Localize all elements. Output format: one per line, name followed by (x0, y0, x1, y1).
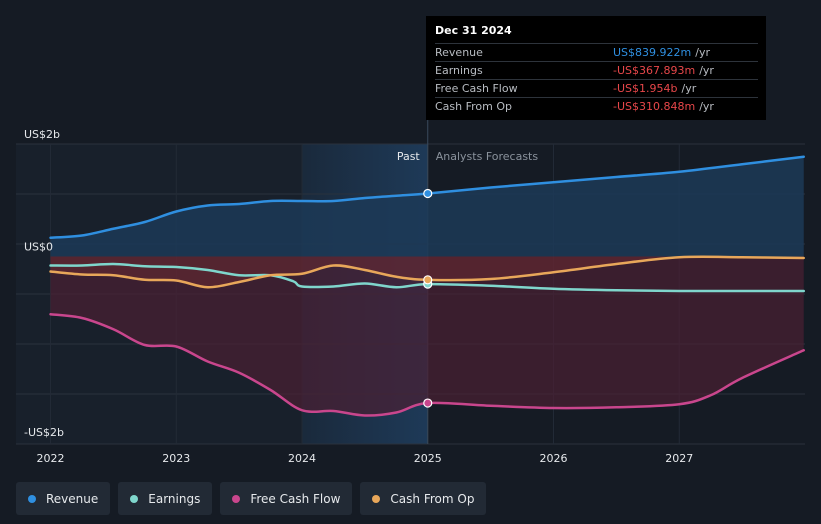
tooltip-label: Cash From Op (435, 100, 513, 113)
tooltip-value: -US$310.848m (613, 100, 696, 113)
y-tick-label: -US$2b (24, 426, 64, 439)
x-tick-label: 2023 (162, 452, 190, 465)
free-cash-flow-area (50, 256, 804, 416)
legend-dot-icon (372, 494, 381, 503)
tooltip-label: Earnings (435, 64, 483, 77)
cash-from-op-marker (423, 275, 433, 285)
revenue-area (50, 156, 804, 257)
y-tick-label: US$2b (24, 128, 60, 141)
revenue-marker (423, 188, 433, 199)
earnings-line (49, 262, 805, 293)
legend-label: Revenue (46, 491, 99, 506)
tooltip-label: Revenue (435, 46, 483, 59)
legend-item-free-cash-flow[interactable]: Free Cash Flow (220, 482, 353, 515)
x-tick-label: 2026 (540, 452, 568, 465)
tooltip-label: Free Cash Flow (435, 82, 518, 95)
free-cash-flow-line (49, 313, 805, 417)
tooltip-row-earnings: Earnings -US$367.893m /yr (435, 61, 758, 79)
revenue-line (49, 155, 805, 239)
legend: Revenue Earnings Free Cash Flow Cash Fro… (16, 482, 487, 515)
tooltip-value: -US$367.893m (613, 64, 696, 77)
tooltip-date: Dec 31 2024 (435, 24, 512, 37)
legend-dot-icon (130, 494, 139, 503)
x-tick-label: 2022 (37, 452, 65, 465)
y-tick-label: US$0 (24, 241, 53, 254)
x-tick-label: 2024 (288, 452, 316, 465)
tooltip-unit: /yr (699, 64, 714, 77)
x-tick-label: 2027 (665, 452, 693, 465)
tooltip-unit: /yr (695, 46, 710, 59)
cash-from-op-area (50, 256, 804, 288)
free-cash-flow-marker (423, 398, 433, 408)
legend-item-cash-from-op[interactable]: Cash From Op (360, 482, 487, 515)
legend-label: Free Cash Flow (250, 491, 341, 506)
cash-from-op-line (49, 255, 805, 289)
tooltip-value: -US$1.954b (613, 82, 678, 95)
legend-dot-icon (28, 494, 36, 503)
tooltip-row-revenue: Revenue US$839.922m /yr (435, 43, 758, 61)
tooltip-value: US$839.922m (613, 46, 692, 59)
tooltip-row-cash-from-op: Cash From Op -US$310.848m /yr (435, 97, 758, 115)
legend-dot-icon (232, 494, 241, 503)
tooltip-unit: /yr (699, 100, 714, 113)
legend-item-earnings[interactable]: Earnings (118, 482, 213, 515)
tooltip: Dec 31 2024 Revenue US$839.922m /yr Earn… (426, 16, 766, 120)
legend-label: Cash From Op (390, 491, 475, 506)
legend-label: Earnings (148, 491, 201, 506)
legend-item-revenue[interactable]: Revenue (16, 482, 111, 515)
past-label: Past (397, 150, 421, 163)
x-tick-label: 2025 (414, 452, 442, 465)
forecast-label: Analysts Forecasts (436, 150, 539, 163)
tooltip-unit: /yr (681, 82, 697, 95)
tooltip-row-free-cash-flow: Free Cash Flow -US$1.954b /yr (435, 79, 758, 97)
